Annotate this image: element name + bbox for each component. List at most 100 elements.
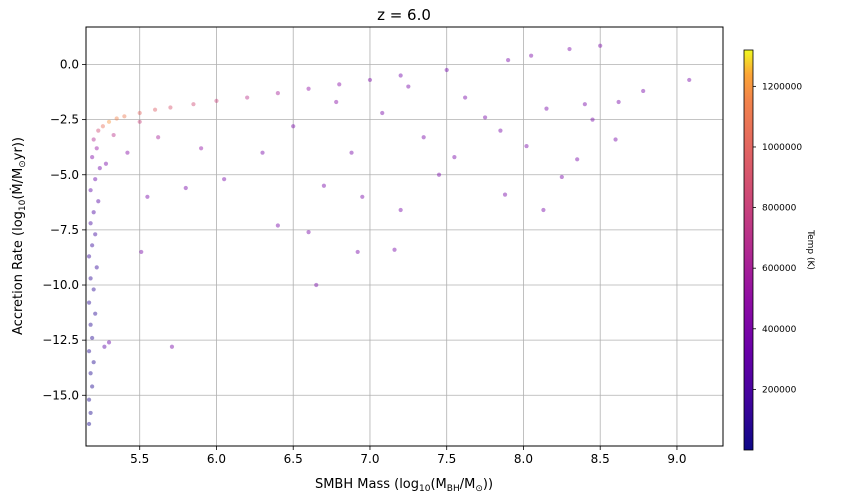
data-point (334, 99, 339, 105)
data-point (111, 132, 116, 138)
grid-lines (86, 27, 723, 446)
data-point (103, 161, 109, 166)
data-point (97, 166, 102, 171)
data-point (137, 110, 142, 116)
data-point (152, 107, 158, 112)
data-point (463, 95, 468, 100)
data-point (275, 223, 280, 228)
data-point (222, 177, 227, 182)
data-point (86, 254, 92, 259)
data-point (398, 73, 403, 78)
colorbar-tick-label: 1200000 (762, 82, 802, 92)
data-point (582, 102, 587, 107)
data-point (321, 183, 327, 188)
y-tick-label: −5.0 (50, 168, 79, 182)
data-point (86, 349, 92, 354)
data-point (291, 124, 296, 129)
data-point (452, 155, 457, 160)
data-point (360, 194, 365, 199)
data-point (444, 67, 449, 73)
colorbar (743, 49, 754, 451)
data-point (544, 106, 549, 111)
colorbar-label: Temp (K) (805, 229, 815, 270)
data-point (90, 335, 95, 341)
data-point (106, 340, 112, 345)
data-point (93, 232, 98, 237)
data-point (88, 410, 93, 416)
data-point (421, 135, 426, 140)
data-point (125, 150, 130, 155)
data-point (406, 84, 411, 89)
data-point (93, 311, 98, 316)
data-point (88, 188, 93, 193)
data-point (93, 177, 98, 182)
data-point (337, 82, 342, 87)
data-point (90, 243, 95, 248)
x-tick-label: 8.5 (591, 452, 610, 466)
data-point (88, 276, 93, 281)
data-point (436, 172, 442, 177)
data-point (88, 221, 93, 226)
x-tick-label: 7.5 (437, 452, 456, 466)
data-point (169, 344, 175, 349)
data-point (590, 117, 595, 122)
y-tick-label: −7.5 (50, 223, 79, 237)
data-point (498, 128, 503, 133)
data-point (86, 300, 92, 305)
y-tick-label: −15.0 (42, 388, 79, 402)
data-point (349, 150, 354, 155)
data-point (482, 115, 488, 120)
data-point (100, 124, 105, 129)
y-tick-label: 0.0 (60, 57, 79, 71)
data-point (96, 199, 101, 204)
data-point (94, 265, 99, 270)
data-point (94, 146, 99, 151)
data-points (86, 43, 692, 427)
colorbar-tick-label: 200000 (762, 385, 797, 395)
data-point (86, 421, 92, 427)
data-point (506, 57, 511, 63)
data-point (613, 137, 618, 142)
plot-frame (85, 26, 724, 447)
data-point (392, 247, 397, 252)
data-point (106, 119, 112, 124)
data-point (88, 371, 93, 376)
data-point (502, 192, 508, 197)
y-axis-ticks: 0.0 −2.5 −5.0 −7.5 −10.0 −12.5 −15.0 (42, 57, 86, 402)
data-point (398, 207, 403, 213)
x-tick-label: 8.0 (514, 452, 533, 466)
data-point (306, 229, 311, 235)
y-axis-label: Accretion Rate (log10(Ṁ/M⊙yr)) (10, 137, 28, 335)
data-point (137, 119, 142, 124)
colorbar-ticks: 200000 400000 600000 800000 1000000 1200000 (753, 82, 802, 395)
data-point (90, 155, 95, 160)
data-point (96, 128, 101, 133)
x-tick-label: 6.0 (207, 452, 226, 466)
data-point (687, 77, 692, 83)
x-tick-label: 6.5 (284, 452, 303, 466)
data-point (559, 174, 564, 180)
data-point (355, 249, 360, 255)
data-point (524, 143, 529, 149)
data-point (199, 146, 204, 151)
data-point (567, 46, 572, 52)
data-point (641, 88, 646, 94)
data-point (314, 282, 319, 288)
x-tick-label: 5.5 (130, 452, 149, 466)
data-point (183, 185, 188, 191)
data-point (139, 249, 144, 255)
data-point (214, 98, 219, 103)
data-point (168, 105, 173, 110)
y-tick-label: −2.5 (50, 113, 79, 127)
data-point (156, 135, 161, 140)
data-point (145, 194, 150, 199)
data-point (541, 207, 546, 213)
data-point (191, 102, 196, 107)
data-point (91, 210, 96, 215)
data-point (90, 384, 95, 389)
data-point (529, 53, 534, 58)
data-point (367, 77, 373, 83)
data-point (616, 99, 621, 105)
y-tick-label: −12.5 (42, 333, 79, 347)
